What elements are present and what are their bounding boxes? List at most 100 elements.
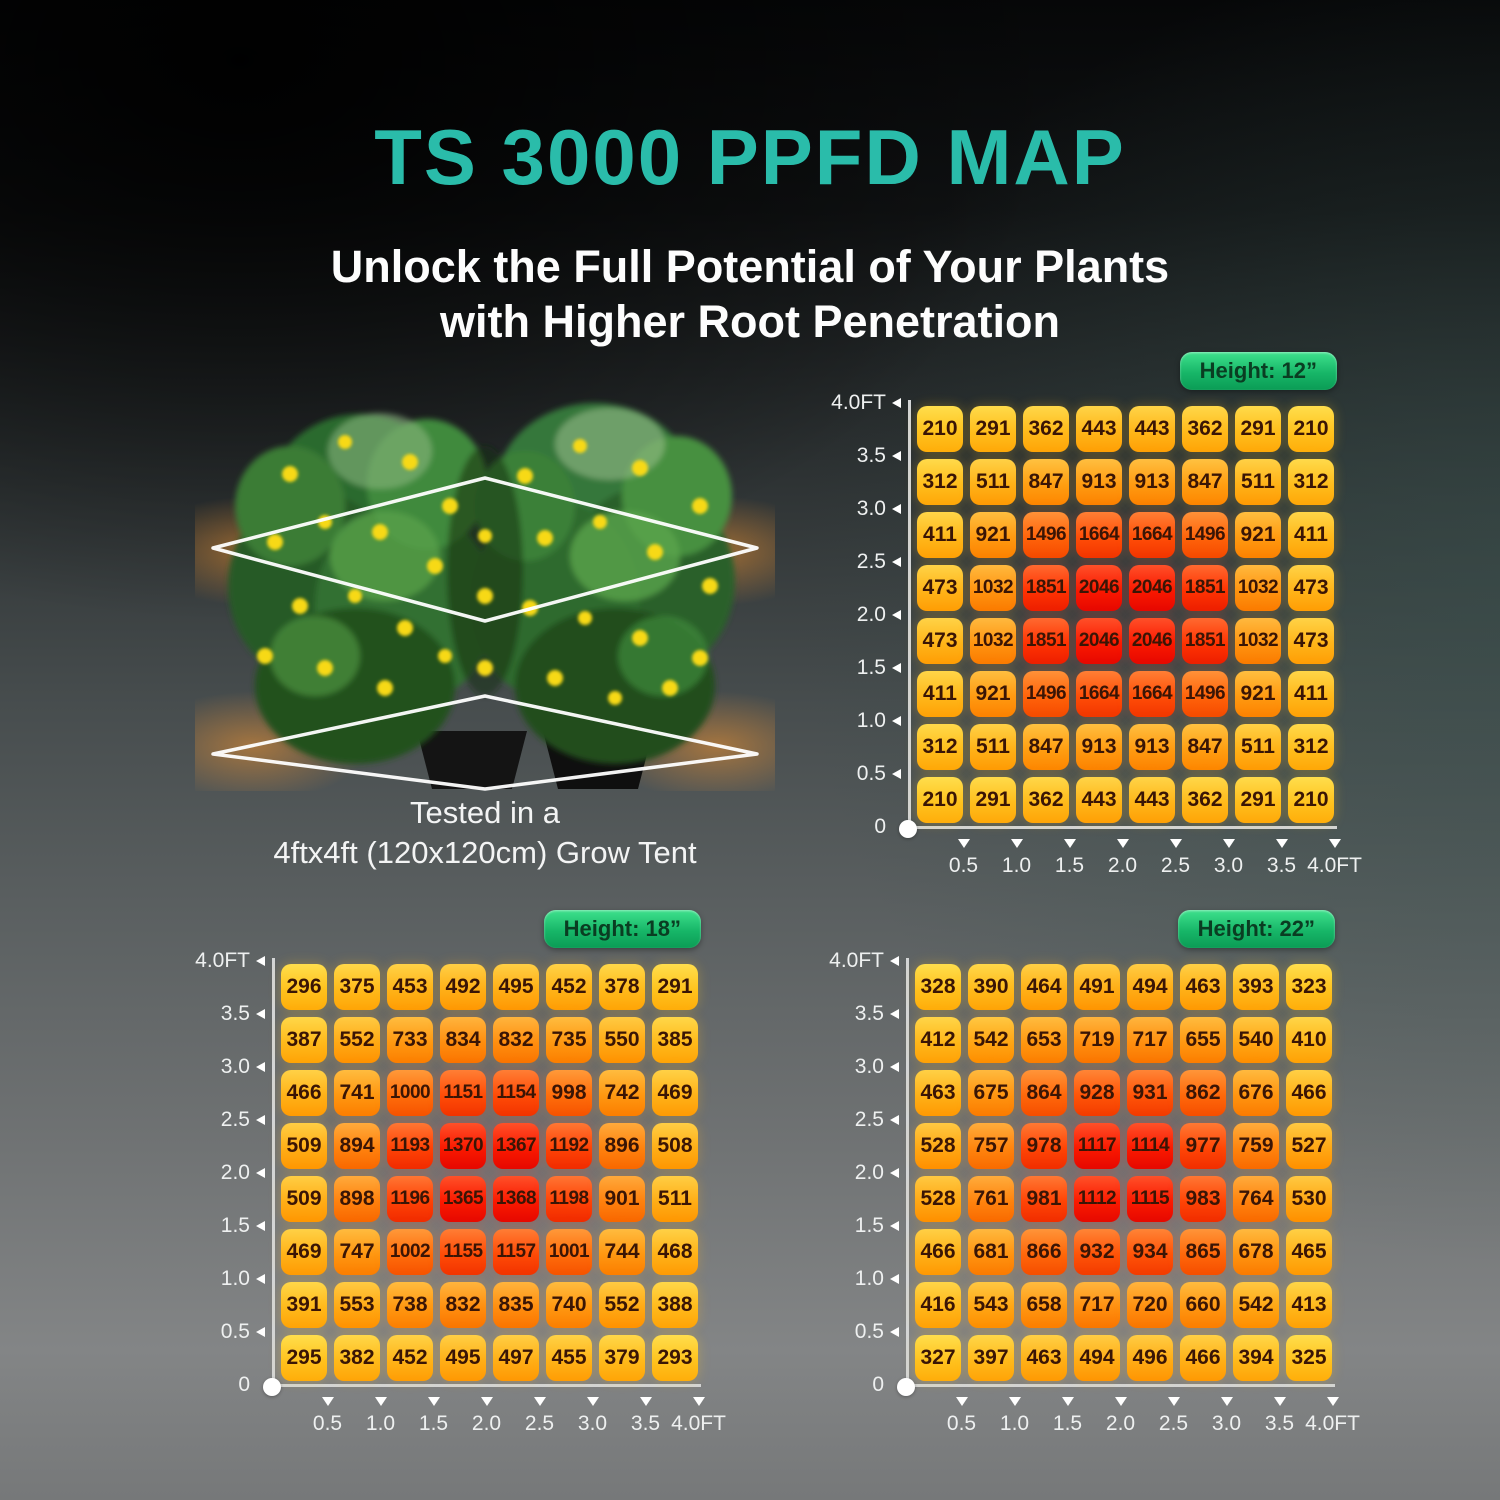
ppfd-cell: 1664 (1076, 512, 1122, 558)
ppfd-cell: 1000 (387, 1070, 433, 1116)
x-axis-label: 4.0FT (1307, 854, 1362, 877)
ppfd-cell: 978 (1021, 1123, 1067, 1169)
ppfd-cell: 491 (1074, 964, 1120, 1010)
y-axis-label: 2.5 (220, 1107, 250, 1131)
ppfd-cell: 463 (915, 1070, 961, 1116)
y-axis-label: 2.5 (854, 1107, 884, 1131)
y-axis-tick-arrow-icon (890, 1220, 899, 1231)
page-subtitle: Unlock the Full Potential of Your Plants… (0, 240, 1500, 350)
ppfd-cell: 1851 (1182, 565, 1228, 611)
ppfd-cell: 1496 (1182, 671, 1228, 717)
ppfd-cell: 921 (970, 512, 1016, 558)
ppfd-cell: 928 (1074, 1070, 1120, 1116)
ppfd-cell: 466 (1180, 1335, 1226, 1381)
y-axis-tick-arrow-icon (256, 1273, 265, 1284)
ppfd-cell: 509 (281, 1176, 327, 1222)
y-axis-tick-arrow-icon (890, 1061, 899, 1072)
ppfd-cell: 757 (968, 1123, 1014, 1169)
ppfd-cell: 759 (1233, 1123, 1279, 1169)
y-axis-tick-arrow-icon (256, 1326, 265, 1337)
plant-illustration (195, 403, 775, 791)
y-axis-label: 1.5 (854, 1213, 884, 1237)
x-axis-tick-arrow-icon (1063, 839, 1076, 848)
x-axis-label: 3.5 (630, 1412, 661, 1435)
ppfd-cell: 391 (281, 1282, 327, 1328)
ppfd-cell: 210 (917, 777, 963, 823)
ppfd-cell: 761 (968, 1176, 1014, 1222)
ppfd-cell: 1193 (387, 1123, 433, 1169)
x-axis-label: 4.0FT (671, 1412, 726, 1435)
x-axis-tick-arrow-icon (1275, 839, 1288, 848)
height-badge: Height: 18” (543, 910, 701, 948)
x-axis-tick-arrow-icon (586, 1397, 599, 1406)
ppfd-cell: 291 (970, 406, 1016, 452)
ppfd-cell: 658 (1021, 1282, 1067, 1328)
height-badge: Height: 22” (1177, 910, 1335, 948)
ppfd-cell: 494 (1074, 1335, 1120, 1381)
ppfd-cell: 375 (334, 964, 380, 1010)
x-axis-label: 0.5 (948, 854, 979, 877)
ppfd-cell: 921 (970, 671, 1016, 717)
ppfd-cell: 913 (1076, 724, 1122, 770)
ppfd-cell: 832 (493, 1017, 539, 1063)
ppfd-cell: 681 (968, 1229, 1014, 1275)
ppfd-cell: 2046 (1129, 618, 1175, 664)
ppfd-cell: 511 (970, 724, 1016, 770)
ppfd-cell: 540 (1233, 1017, 1279, 1063)
light-plane-outlines (211, 476, 759, 791)
ppfd-map-height-22in: Height: 22” 328 390 464 491 494 463 393 323 412 54… (826, 910, 1386, 1455)
heatmap-grid: 296 375 453 492 495 452 378 291 387 552 733 834 832 7… (272, 958, 701, 1387)
ppfd-cell: 416 (915, 1282, 961, 1328)
ppfd-cell: 676 (1233, 1070, 1279, 1116)
ppfd-cell: 1851 (1023, 565, 1069, 611)
y-axis-tick-arrow-icon (890, 1326, 899, 1337)
ppfd-cell: 741 (334, 1070, 380, 1116)
y-axis-label: 0.5 (856, 761, 886, 785)
y-axis-label: 0.5 (220, 1319, 250, 1343)
x-axis-label: 4.0FT (1305, 1412, 1360, 1435)
ppfd-cell: 1192 (546, 1123, 592, 1169)
ppfd-cell: 362 (1023, 777, 1069, 823)
y-axis-tick-arrow-icon (890, 1008, 899, 1019)
ppfd-cell: 463 (1021, 1335, 1067, 1381)
ppfd-cell: 210 (1288, 777, 1334, 823)
plant-flowers (257, 435, 718, 705)
y-axis-label: 3.5 (856, 443, 886, 467)
plant-caption-line-1: Tested in a (410, 795, 560, 830)
ppfd-cell: 977 (1180, 1123, 1226, 1169)
ppfd-cell: 385 (652, 1017, 698, 1063)
y-axis-label: 2.5 (856, 549, 886, 573)
ppfd-cell: 511 (1235, 459, 1281, 505)
ppfd-cell: 325 (1286, 1335, 1332, 1381)
x-axis-label: 3.0 (1211, 1412, 1242, 1435)
x-axis-tick-arrow-icon (480, 1397, 493, 1406)
ppfd-cell: 443 (1076, 777, 1122, 823)
ppfd-cell: 528 (915, 1123, 961, 1169)
y-axis-label: 1.5 (220, 1213, 250, 1237)
x-axis-label: 3.0 (577, 1412, 608, 1435)
x-axis-tick-arrow-icon (1008, 1397, 1021, 1406)
axis-origin-dot (897, 1378, 915, 1396)
ppfd-cell: 312 (917, 459, 963, 505)
y-axis-tick-arrow-icon (890, 955, 899, 966)
ppfd-cell: 847 (1023, 459, 1069, 505)
ppfd-cell: 495 (493, 964, 539, 1010)
y-axis-tick-arrow-icon (892, 768, 901, 779)
ppfd-cell: 393 (1233, 964, 1279, 1010)
ppfd-cell: 542 (1233, 1282, 1279, 1328)
ppfd-cell: 397 (968, 1335, 1014, 1381)
x-axis-tick-arrow-icon (1167, 1397, 1180, 1406)
ppfd-cell: 1117 (1074, 1123, 1120, 1169)
ppfd-cell: 495 (440, 1335, 486, 1381)
ppfd-cell: 469 (652, 1070, 698, 1116)
y-axis-label: 0 (874, 814, 886, 838)
ppfd-cell: 473 (1288, 618, 1334, 664)
x-axis-tick-arrow-icon (1222, 839, 1235, 848)
ppfd-cell: 452 (387, 1335, 433, 1381)
heatmap-grid: 328 390 464 491 494 463 393 323 412 542 653 719 717 6… (906, 958, 1335, 1387)
ppfd-cell: 653 (1021, 1017, 1067, 1063)
ppfd-cell: 719 (1074, 1017, 1120, 1063)
x-axis-label: 1.5 (1052, 1412, 1083, 1435)
plant-caption: Tested in a 4ftx4ft (120x120cm) Grow Ten… (150, 793, 820, 874)
ppfd-cell: 864 (1021, 1070, 1067, 1116)
